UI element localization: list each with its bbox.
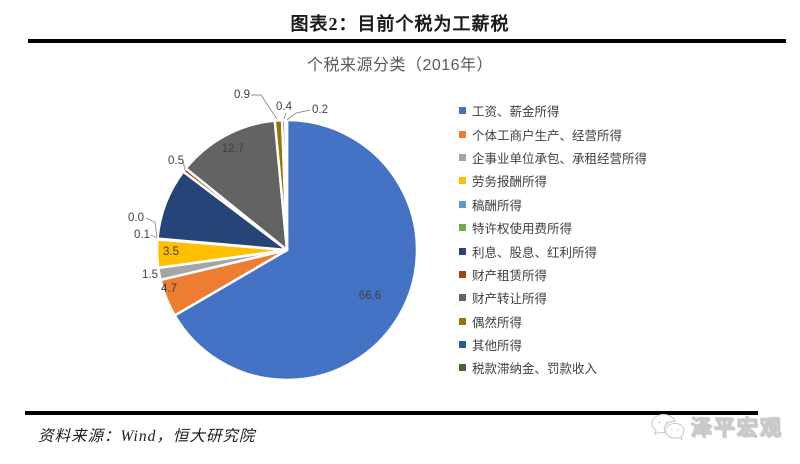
legend-marker [459, 317, 466, 325]
pie-value-label: 0.0 [128, 212, 144, 224]
legend-item: 其他所得 [459, 333, 647, 356]
legend-label: 财产租赁所得 [472, 268, 548, 283]
legend-marker [459, 200, 466, 208]
legend-label: 个体工商户生产、经营所得 [472, 128, 623, 143]
pie-slice [184, 119, 289, 252]
pie-value-label: 0.9 [234, 89, 250, 101]
pie-value-label: 0.4 [276, 101, 293, 113]
legend-label: 其他所得 [472, 339, 523, 354]
wechat-icon [651, 413, 685, 441]
legend-marker [459, 153, 466, 161]
label-leader-line [145, 217, 158, 238]
legend-item: 企事业单位承包、承租经营所得 [459, 146, 647, 169]
legend-marker [459, 364, 466, 372]
figure-title: 图表2：目前个税为工薪税 [290, 14, 510, 34]
pie-value-label: 4.7 [161, 283, 177, 295]
legend-item: 税款滞纳金、罚款收入 [459, 356, 647, 379]
legend-item: 偶然所得 [459, 310, 647, 333]
pie-value-label: 3.5 [163, 246, 179, 258]
legend-item: 工资、薪金所得 [459, 99, 647, 122]
legend-item: 利息、股息、红利所得 [459, 239, 647, 262]
legend-item: 个体工商户生产、经营所得 [459, 122, 647, 145]
legend-label: 劳务报酬所得 [472, 175, 548, 190]
bottom-divider [25, 411, 758, 415]
legend-marker [459, 177, 466, 185]
pie-slice [284, 118, 289, 252]
brand-watermark: 泽平宏观 [650, 412, 783, 442]
legend-label: 特许权使用费所得 [472, 222, 573, 237]
pie-value-label: 1.5 [142, 269, 158, 281]
label-leader-line [286, 109, 311, 121]
legend-marker [459, 224, 466, 232]
legend-label: 稿酬所得 [472, 198, 523, 213]
legend-item: 稿酬所得 [459, 193, 647, 216]
pie-value-label: 66.6 [359, 290, 381, 302]
pie-chart: 66.6 4.71.5 3.5 0.1 0.0 0.5 12.7 0.9 0.4 0.2 [128, 89, 419, 382]
pie-value-label: 0.2 [312, 104, 328, 116]
legend: 工资、薪金所得个体工商户生产、经营所得企事业单位承包、承租经营所得 劳务报酬所得稿… [459, 99, 647, 380]
label-leader-line [182, 160, 186, 171]
legend-label: 税款滞纳金、罚款收入 [472, 362, 598, 377]
top-divider [28, 39, 786, 43]
legend-item: 财产转让所得 [459, 286, 647, 309]
chart-title: 个税来源分类（2016年） [306, 57, 494, 74]
legend-label: 财产转让所得 [472, 292, 548, 307]
pie-value-label: 0.5 [168, 155, 184, 167]
legend-label: 偶然所得 [472, 315, 523, 330]
legend-label: 工资、薪金所得 [472, 105, 560, 120]
source-note: 资料来源：Wind，恒大研究院 [38, 428, 256, 445]
legend-item: 财产租赁所得 [459, 263, 647, 286]
pie-slice [173, 118, 419, 382]
legend-item: 劳务报酬所得 [459, 169, 647, 192]
legend-marker [459, 247, 466, 255]
legend-label: 企事业单位承包、承租经营所得 [472, 151, 648, 166]
label-leader-line [150, 234, 158, 239]
legend-marker [459, 130, 466, 138]
brand-name: 泽平宏观 [691, 417, 783, 441]
label-leader-line [251, 94, 278, 120]
legend-item: 特许权使用费所得 [459, 216, 647, 239]
pie-value-label: 12.7 [222, 143, 244, 155]
legend-marker [459, 341, 466, 349]
legend-label: 利息、股息、红利所得 [472, 245, 598, 260]
label-leader-line [283, 112, 287, 120]
legend-marker [459, 107, 466, 115]
legend-marker [459, 270, 466, 278]
legend-marker [459, 294, 466, 302]
pie-value-label: 0.1 [134, 229, 150, 241]
